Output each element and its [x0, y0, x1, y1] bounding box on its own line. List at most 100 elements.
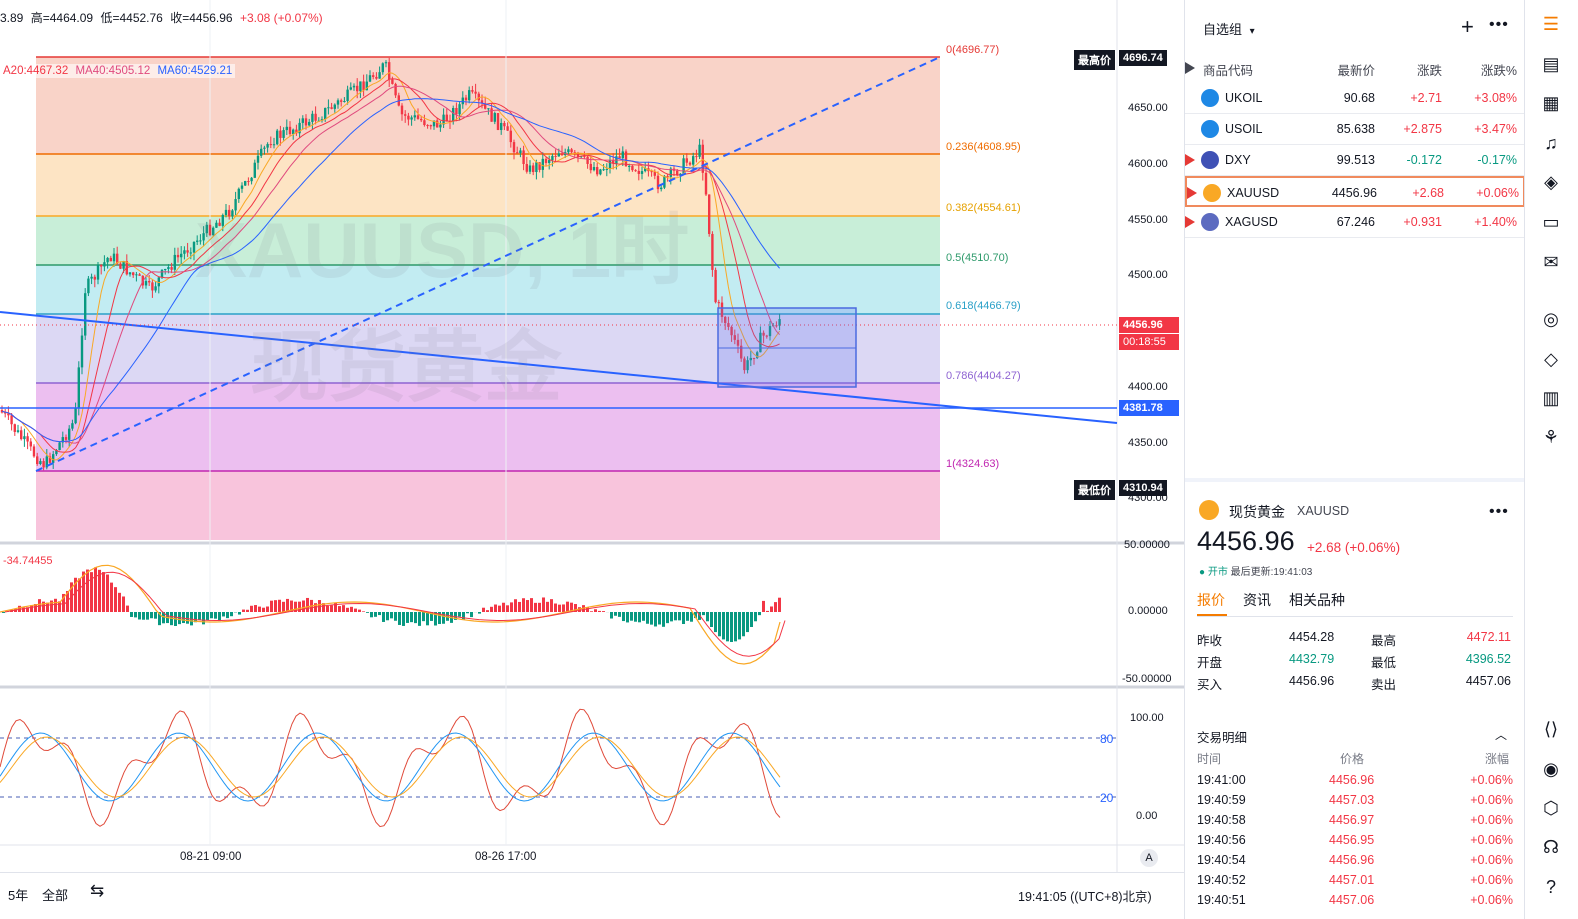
col-symbol[interactable]: 商品代码 [1203, 64, 1254, 78]
macd-bar [102, 572, 105, 612]
candle-body [29, 441, 32, 447]
watchlist-row-ukoil[interactable]: UKOIL 90.68 +2.71 +3.08% [1185, 83, 1525, 114]
macd-bar [274, 600, 277, 612]
macd-bar [754, 612, 757, 622]
macd-bar [338, 606, 341, 612]
col-change[interactable]: 涨跌 [1416, 64, 1442, 78]
candle-body [4, 412, 7, 414]
range-all-button[interactable]: 全部 [42, 888, 69, 903]
symbol-icon [1201, 213, 1219, 231]
macd-bar [430, 612, 433, 621]
bar-countdown: 00:18:55 [1119, 334, 1179, 350]
candle-body [151, 282, 154, 291]
grid-icon[interactable]: ▥ [1542, 387, 1560, 408]
more-icon[interactable]: ••• [1489, 16, 1509, 33]
chat-icon[interactable]: ✉ [1543, 251, 1559, 272]
tab-news[interactable]: 资讯 [1243, 592, 1271, 608]
watchlist-row-xagusd[interactable]: XAGUSD 67.246 +0.931 +1.40% [1185, 207, 1525, 238]
add-symbol-icon[interactable]: + [1461, 14, 1474, 39]
collapse-icon[interactable]: ︿ [1495, 728, 1508, 742]
chart-area[interactable]: XAUUSD, 1时 现货黄金 3.89 高=4464.09 低=4452.76… [0, 0, 1184, 919]
candle-body [704, 172, 708, 195]
macd-bar [262, 607, 265, 612]
candle-body [544, 158, 548, 163]
macd-bar [530, 598, 533, 612]
symbol-pct: +0.06% [1476, 186, 1519, 200]
flag-icon[interactable] [1185, 62, 1195, 74]
auto-scale-button[interactable]: A [1140, 849, 1158, 867]
calendar-icon[interactable]: ▦ [1542, 92, 1560, 113]
macd-bar [226, 612, 229, 619]
eye-icon[interactable]: ◉ [1543, 758, 1559, 779]
macd-bar [266, 606, 269, 612]
range-5y-button[interactable]: 5年 [8, 888, 29, 903]
symbol-change: +2.71 [1410, 91, 1442, 105]
detail-more-icon[interactable]: ••• [1489, 503, 1509, 520]
candle-body [52, 454, 55, 463]
tab-underline [1197, 614, 1227, 617]
macd-bar [778, 597, 781, 612]
headset-icon[interactable]: ☊ [1543, 836, 1559, 857]
macd-bar [442, 612, 445, 624]
notes-icon[interactable]: ▤ [1542, 53, 1560, 74]
macd-bar [426, 612, 429, 626]
macd-bar [710, 612, 713, 627]
macd-bar [130, 612, 133, 617]
macd-bar [134, 612, 137, 618]
macd-bar [506, 605, 509, 612]
macd-bar [214, 612, 217, 619]
candle-body [624, 151, 628, 167]
candle-body [208, 224, 212, 236]
tab-quote[interactable]: 报价 [1197, 592, 1225, 608]
flag-icon[interactable] [1185, 216, 1195, 228]
link-icon[interactable]: ⬡ [1543, 797, 1559, 818]
col-last[interactable]: 最新价 [1337, 64, 1375, 78]
watchlist-row-usoil[interactable]: USOIL 85.638 +2.875 +3.47% [1185, 114, 1525, 145]
help-icon[interactable]: ? [1545, 876, 1556, 897]
watchlist-selector[interactable]: 自选组 ▾ [1203, 19, 1255, 38]
candle-body [13, 424, 16, 432]
candle-body [42, 461, 45, 468]
watchlist-icon[interactable]: ☰ [1542, 13, 1560, 34]
price-chart-canvas[interactable] [0, 0, 1184, 919]
macd-bar [666, 612, 669, 624]
candle-body [100, 264, 103, 267]
macd-bar [742, 612, 745, 637]
trades-col-price: 价格 [1340, 752, 1365, 766]
macd-bar [562, 604, 565, 612]
candle-body [167, 267, 170, 270]
tab-related[interactable]: 相关品种 [1289, 592, 1345, 608]
price-tick: 4600.00 [1128, 158, 1168, 170]
flag-icon[interactable] [1187, 187, 1197, 199]
col-pct[interactable]: 涨跌% [1480, 64, 1517, 78]
trade-time: 19:40:54 [1197, 853, 1246, 867]
fib-label-0618: 0.618(4466.79) [946, 300, 1021, 312]
target-icon[interactable]: ◎ [1543, 308, 1559, 329]
layers-icon[interactable]: ◈ [1544, 171, 1558, 192]
candle-body [676, 170, 679, 176]
macd-bar [278, 599, 281, 612]
flag-icon[interactable] [1185, 154, 1195, 166]
macd-bar [730, 612, 733, 642]
moving-average-line [1, 98, 780, 443]
symbol-name: XAUUSD [1227, 186, 1280, 200]
candle-body [176, 254, 180, 258]
alert-bell-icon[interactable]: ♫ [1544, 132, 1558, 153]
fib-label-0786: 0.786(4404.27) [946, 370, 1021, 382]
video-icon[interactable]: ▭ [1542, 211, 1560, 232]
solid-trendline [0, 311, 1118, 424]
education-icon[interactable]: ◇ [1544, 348, 1558, 369]
tree-icon[interactable]: ⚘ [1542, 426, 1560, 447]
candle-body [224, 209, 228, 215]
date-range-icon[interactable]: ⇆ [90, 881, 105, 900]
watchlist-row-xauusd[interactable]: XAUUSD 4456.96 +2.68 +0.06% [1185, 176, 1525, 207]
macd-bar [718, 612, 721, 637]
panel-divider[interactable] [1185, 478, 1525, 482]
stoch-d-line [0, 732, 781, 802]
clock-timezone[interactable]: 19:41:05 ((UTC+8)北京) [1018, 890, 1152, 904]
watchlist-row-dxy[interactable]: DXY 99.513 -0.172 -0.17% [1185, 145, 1525, 176]
macd-bar [626, 612, 629, 623]
candle-body [221, 214, 224, 226]
candle-body [692, 156, 695, 165]
code-icon[interactable]: ⟨⟩ [1543, 718, 1559, 739]
